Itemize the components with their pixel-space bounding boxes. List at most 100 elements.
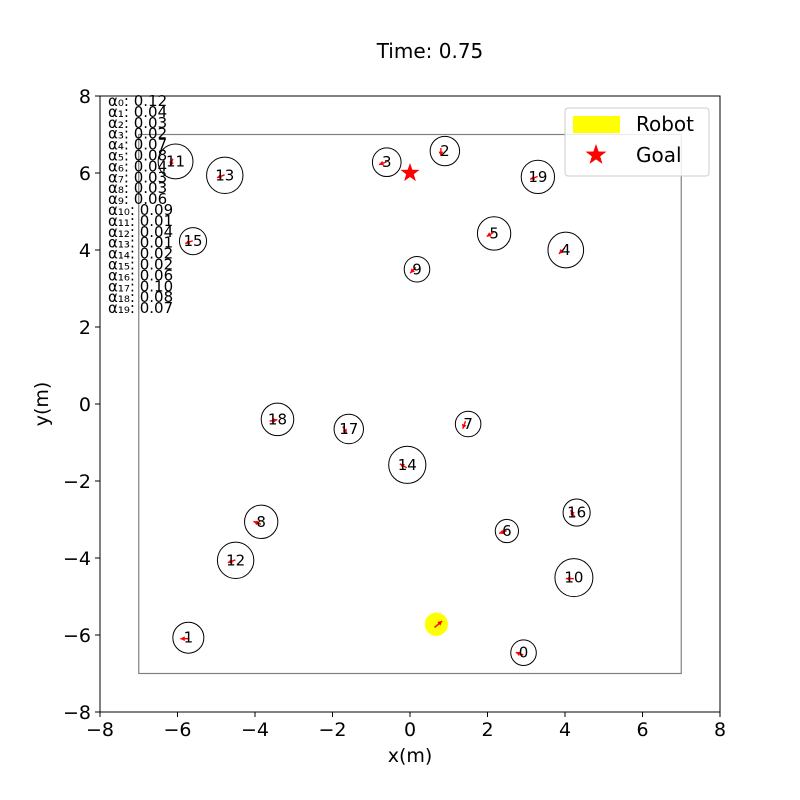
alpha-2: α₂: 0.03 xyxy=(108,114,167,132)
human-6-circle xyxy=(494,518,519,544)
legend-label-robot: Robot xyxy=(636,112,694,136)
human-18-arrow-head xyxy=(272,418,278,423)
y-tick-label--2: −2 xyxy=(63,471,91,493)
alpha-11: α₁₁: 0.01 xyxy=(108,212,173,230)
human-18-label: 18 xyxy=(268,410,287,428)
human-8-label: 8 xyxy=(256,513,266,531)
human-5-arrow-head xyxy=(486,232,492,237)
alpha-7: α₇: 0.03 xyxy=(108,168,167,186)
human-16-label: 16 xyxy=(567,504,586,522)
legend-robot-swatch xyxy=(573,116,620,133)
human-9-label: 9 xyxy=(412,260,422,278)
alpha-6: α₆: 0.04 xyxy=(108,157,167,175)
x-axis-label: x(m) xyxy=(388,745,433,767)
alpha-15: α₁₅: 0.02 xyxy=(108,256,173,274)
human-3-label: 3 xyxy=(382,153,392,171)
human-5-label: 5 xyxy=(489,224,499,242)
legend-goal-swatch xyxy=(585,144,607,164)
human-7-arrow-head xyxy=(462,423,467,429)
axes: −8 −6 −4 −2 0 2 4 6 8 −8 −6 −4 −2 0 2 4 6 8 xyxy=(63,86,726,741)
y-tick-label--8: −8 xyxy=(63,702,91,724)
human-7-circle xyxy=(454,410,482,438)
alpha-4: α₄: 0.07 xyxy=(108,136,167,154)
alpha-5: α₅: 0.08 xyxy=(108,147,167,165)
y-tick-label--6: −6 xyxy=(63,625,91,647)
y-tick-label--4: −4 xyxy=(63,548,91,570)
human-0-circle xyxy=(510,639,537,666)
human-0-arrow-head xyxy=(515,651,521,657)
human-2-arrow-head xyxy=(438,151,444,157)
human-19-circle xyxy=(520,159,556,195)
x-tick-label--4: −4 xyxy=(241,719,269,741)
x-tick-label-4: 4 xyxy=(559,719,571,741)
alpha-19: α₁₉: 0.07 xyxy=(108,299,173,317)
human-17-label: 17 xyxy=(339,420,358,438)
human-15-arrow-head xyxy=(185,239,191,245)
human-11-circle xyxy=(157,143,194,180)
alpha-17: α₁₇: 0.10 xyxy=(108,277,173,295)
human-2-label: 2 xyxy=(440,142,450,160)
y-tick-label-4: 4 xyxy=(79,240,91,262)
human-1-label: 1 xyxy=(184,629,194,647)
human-5-circle xyxy=(476,216,512,251)
human-7-label: 7 xyxy=(463,415,473,433)
human-14-circle xyxy=(388,445,427,484)
legend: Robot Goal xyxy=(564,107,710,177)
human-19-label: 19 xyxy=(528,168,547,186)
alpha-1: α₁: 0.04 xyxy=(108,103,167,121)
human-6-arrow-head xyxy=(499,529,505,535)
human-11-arrow-head xyxy=(169,161,174,167)
human-10-circle xyxy=(554,558,594,598)
y-tick-label-2: 2 xyxy=(79,317,91,339)
human-18-circle xyxy=(260,402,295,437)
y-tick-label-6: 6 xyxy=(79,163,91,185)
x-tick-label-6: 6 xyxy=(636,719,648,741)
y-tick-label-8: 8 xyxy=(79,86,91,108)
human-15-label: 15 xyxy=(183,232,202,250)
human-10-arrow-head xyxy=(565,576,571,582)
x-tick-label-0: 0 xyxy=(404,719,416,741)
chart-title: Time: 0.75 xyxy=(376,39,484,63)
human-19-arrow-head xyxy=(530,175,536,180)
human-9-circle xyxy=(403,255,431,283)
robot-arrow-head xyxy=(437,621,443,626)
human-16-arrow-head xyxy=(570,510,575,516)
human-14-label: 14 xyxy=(398,456,417,474)
human-17-arrow-head xyxy=(342,428,347,434)
alpha-0: α₀: 0.12 xyxy=(108,92,167,110)
human-9-arrow-head xyxy=(410,268,415,274)
legend-label-goal: Goal xyxy=(636,143,682,167)
x-tick-label--2: −2 xyxy=(318,719,346,741)
alpha-18: α₁₈: 0.08 xyxy=(108,288,173,306)
alpha-10: α₁₀: 0.09 xyxy=(108,201,173,219)
x-tick-label-8: 8 xyxy=(714,719,726,741)
human-17-circle xyxy=(333,413,364,445)
alpha-3: α₃: 0.02 xyxy=(108,125,167,143)
human-12-arrow-head xyxy=(227,558,233,564)
human-10-label: 10 xyxy=(564,569,583,587)
robot-marker xyxy=(424,612,448,636)
human-4-arrow-head xyxy=(558,249,564,254)
human-4-label: 4 xyxy=(561,241,571,259)
human-14-arrow-head xyxy=(399,463,405,469)
human-13-circle xyxy=(206,156,244,195)
human-15-circle xyxy=(178,227,208,256)
human-13-arrow-head xyxy=(217,173,222,179)
goal-star xyxy=(400,163,420,182)
human-1-arrow-head xyxy=(180,636,185,642)
alpha-13: α₁₃: 0.01 xyxy=(108,234,173,252)
alpha-16: α₁₆: 0.06 xyxy=(108,266,173,284)
alpha-14: α₁₄: 0.02 xyxy=(108,245,173,263)
y-tick-label-0: 0 xyxy=(79,394,91,416)
human-6-label: 6 xyxy=(502,522,512,540)
human-4-circle xyxy=(547,231,585,269)
x-tick-label--6: −6 xyxy=(163,719,191,741)
x-tick-label--8: −8 xyxy=(86,719,114,741)
human-8-arrow-head xyxy=(253,520,259,526)
human-2-circle xyxy=(429,135,461,167)
alpha-9: α₉: 0.06 xyxy=(108,190,167,208)
human-12-circle xyxy=(216,541,255,580)
human-3-circle xyxy=(371,147,402,178)
